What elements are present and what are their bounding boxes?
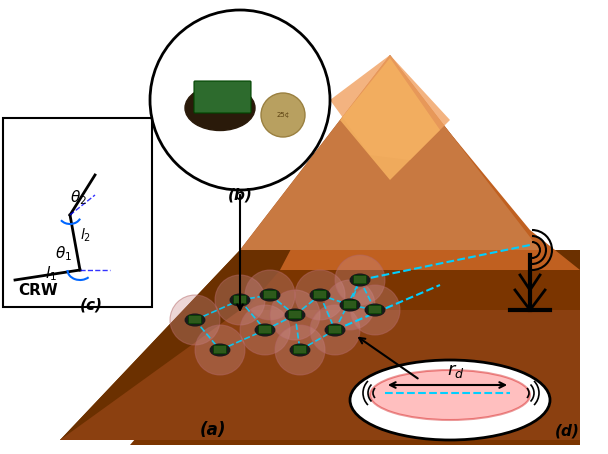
- Text: (a): (a): [200, 421, 227, 439]
- Circle shape: [310, 305, 360, 355]
- Text: (c): (c): [80, 298, 103, 313]
- Circle shape: [195, 325, 245, 375]
- Text: (d): (d): [555, 423, 580, 438]
- Circle shape: [295, 270, 345, 320]
- Circle shape: [215, 275, 265, 325]
- Ellipse shape: [370, 370, 530, 420]
- FancyBboxPatch shape: [344, 301, 356, 309]
- FancyBboxPatch shape: [502, 392, 519, 403]
- FancyBboxPatch shape: [314, 291, 326, 299]
- Ellipse shape: [230, 294, 250, 306]
- Circle shape: [261, 93, 305, 137]
- FancyBboxPatch shape: [329, 326, 341, 334]
- Circle shape: [170, 295, 220, 345]
- Text: $\theta_1$: $\theta_1$: [55, 244, 72, 263]
- Polygon shape: [240, 55, 580, 250]
- Ellipse shape: [255, 324, 275, 336]
- Circle shape: [350, 285, 400, 335]
- Text: CRW: CRW: [18, 283, 58, 298]
- FancyBboxPatch shape: [213, 345, 226, 354]
- Text: $\theta_2$: $\theta_2$: [70, 188, 87, 207]
- Ellipse shape: [185, 85, 255, 130]
- Ellipse shape: [290, 344, 309, 356]
- Polygon shape: [60, 250, 580, 440]
- Circle shape: [240, 305, 290, 355]
- Ellipse shape: [185, 314, 205, 326]
- Polygon shape: [60, 310, 580, 440]
- Ellipse shape: [310, 289, 330, 301]
- Circle shape: [275, 325, 325, 375]
- Polygon shape: [130, 270, 580, 445]
- Ellipse shape: [340, 299, 360, 311]
- Polygon shape: [280, 60, 580, 270]
- FancyBboxPatch shape: [194, 81, 251, 113]
- Text: $l_2$: $l_2$: [80, 227, 91, 244]
- Polygon shape: [330, 55, 450, 160]
- FancyBboxPatch shape: [381, 392, 399, 403]
- Circle shape: [270, 290, 320, 340]
- Circle shape: [335, 255, 385, 305]
- FancyBboxPatch shape: [233, 296, 246, 304]
- FancyBboxPatch shape: [188, 316, 201, 324]
- FancyBboxPatch shape: [294, 345, 306, 354]
- Ellipse shape: [376, 390, 404, 406]
- Text: 25¢: 25¢: [277, 112, 289, 118]
- Ellipse shape: [365, 304, 385, 316]
- FancyBboxPatch shape: [368, 306, 381, 314]
- Polygon shape: [240, 55, 540, 250]
- Polygon shape: [340, 58, 440, 180]
- Circle shape: [150, 10, 330, 190]
- FancyBboxPatch shape: [354, 276, 367, 284]
- Ellipse shape: [285, 309, 305, 321]
- Circle shape: [325, 280, 375, 330]
- Ellipse shape: [325, 324, 345, 336]
- Ellipse shape: [497, 390, 523, 406]
- Text: $l_1$: $l_1$: [45, 264, 57, 283]
- Ellipse shape: [260, 289, 280, 301]
- FancyBboxPatch shape: [3, 118, 152, 307]
- FancyBboxPatch shape: [289, 311, 302, 319]
- Polygon shape: [60, 250, 580, 440]
- Ellipse shape: [210, 344, 230, 356]
- FancyBboxPatch shape: [258, 326, 271, 334]
- Ellipse shape: [350, 274, 370, 286]
- Text: (b): (b): [227, 188, 252, 203]
- Circle shape: [245, 270, 295, 320]
- Ellipse shape: [350, 360, 550, 440]
- FancyBboxPatch shape: [264, 291, 277, 299]
- Text: $r_d$: $r_d$: [447, 362, 465, 380]
